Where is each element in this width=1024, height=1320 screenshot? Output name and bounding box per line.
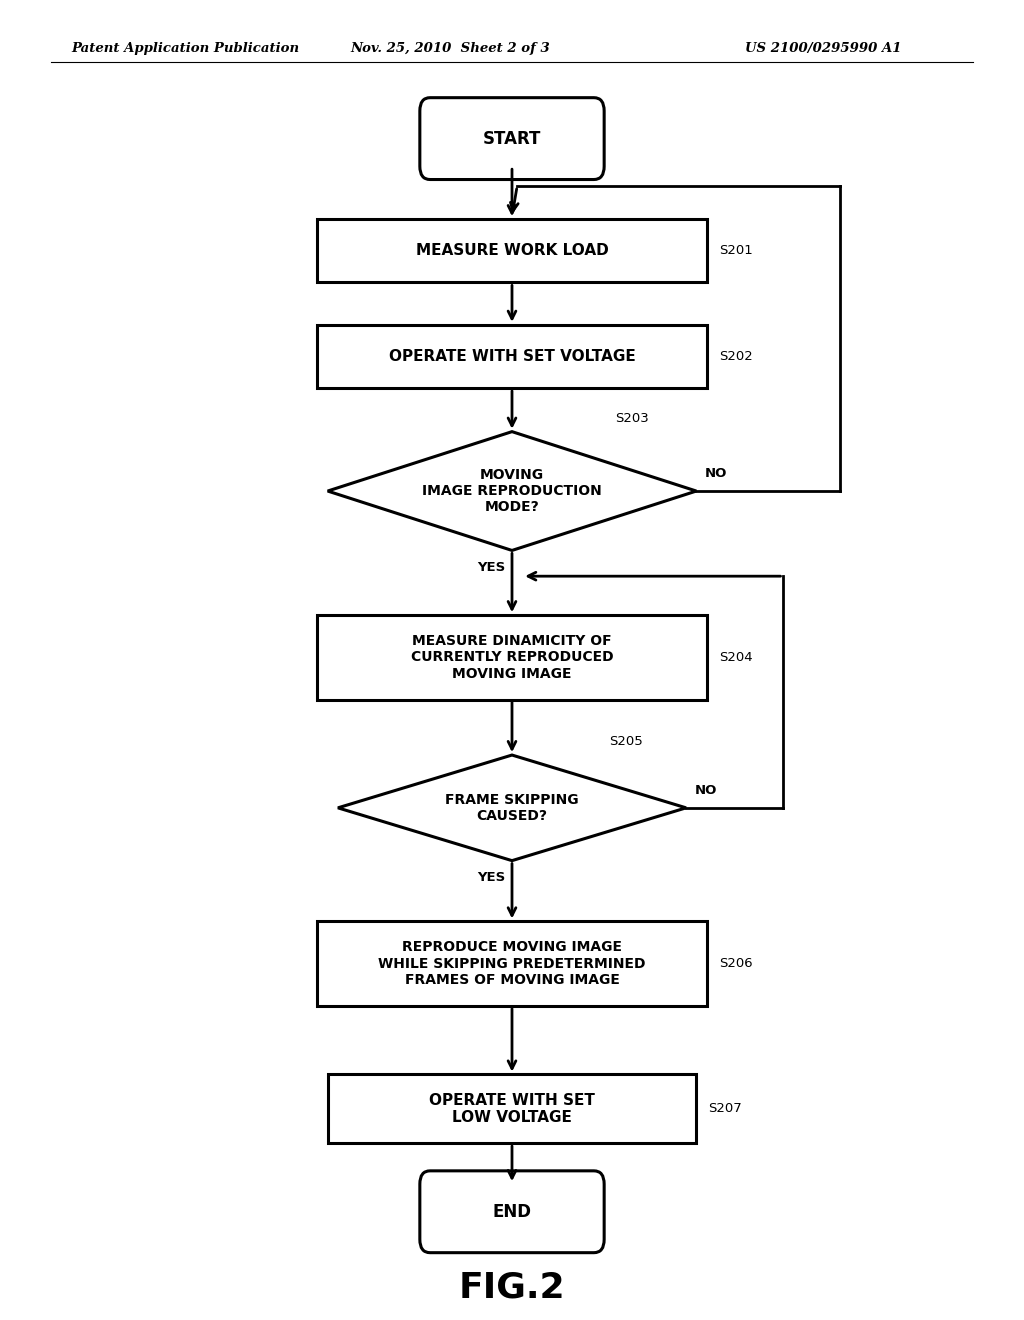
Bar	[317, 325, 707, 388]
Text: US 2100/0295990 A1: US 2100/0295990 A1	[744, 42, 901, 55]
Text: OPERATE WITH SET VOLTAGE: OPERATE WITH SET VOLTAGE	[389, 348, 635, 364]
Text: S204: S204	[719, 651, 753, 664]
Polygon shape	[338, 755, 686, 861]
Text: S202: S202	[719, 350, 753, 363]
Text: FRAME SKIPPING
CAUSED?: FRAME SKIPPING CAUSED?	[445, 793, 579, 822]
Text: S205: S205	[609, 735, 643, 748]
Bar	[317, 219, 707, 282]
Bar	[317, 615, 707, 700]
Text: S201: S201	[719, 244, 753, 257]
Text: Nov. 25, 2010  Sheet 2 of 3: Nov. 25, 2010 Sheet 2 of 3	[350, 42, 551, 55]
Text: S203: S203	[615, 412, 649, 425]
Text: S207: S207	[709, 1102, 742, 1115]
Text: Patent Application Publication: Patent Application Publication	[72, 42, 300, 55]
FancyBboxPatch shape	[420, 98, 604, 180]
Bar	[328, 1074, 696, 1143]
Text: MEASURE DINAMICITY OF
CURRENTLY REPRODUCED
MOVING IMAGE: MEASURE DINAMICITY OF CURRENTLY REPRODUC…	[411, 634, 613, 681]
Text: YES: YES	[477, 561, 506, 574]
Text: START: START	[482, 129, 542, 148]
Text: YES: YES	[477, 871, 506, 884]
Text: END: END	[493, 1203, 531, 1221]
Polygon shape	[328, 432, 696, 550]
FancyBboxPatch shape	[420, 1171, 604, 1253]
Text: MEASURE WORK LOAD: MEASURE WORK LOAD	[416, 243, 608, 259]
Text: OPERATE WITH SET
LOW VOLTAGE: OPERATE WITH SET LOW VOLTAGE	[429, 1093, 595, 1125]
Text: S206: S206	[719, 957, 753, 970]
Text: REPRODUCE MOVING IMAGE
WHILE SKIPPING PREDETERMINED
FRAMES OF MOVING IMAGE: REPRODUCE MOVING IMAGE WHILE SKIPPING PR…	[378, 940, 646, 987]
Text: MOVING
IMAGE REPRODUCTION
MODE?: MOVING IMAGE REPRODUCTION MODE?	[422, 467, 602, 515]
Text: FIG.2: FIG.2	[459, 1270, 565, 1304]
Text: NO: NO	[694, 784, 717, 797]
Text: NO: NO	[705, 467, 727, 480]
Bar	[317, 921, 707, 1006]
